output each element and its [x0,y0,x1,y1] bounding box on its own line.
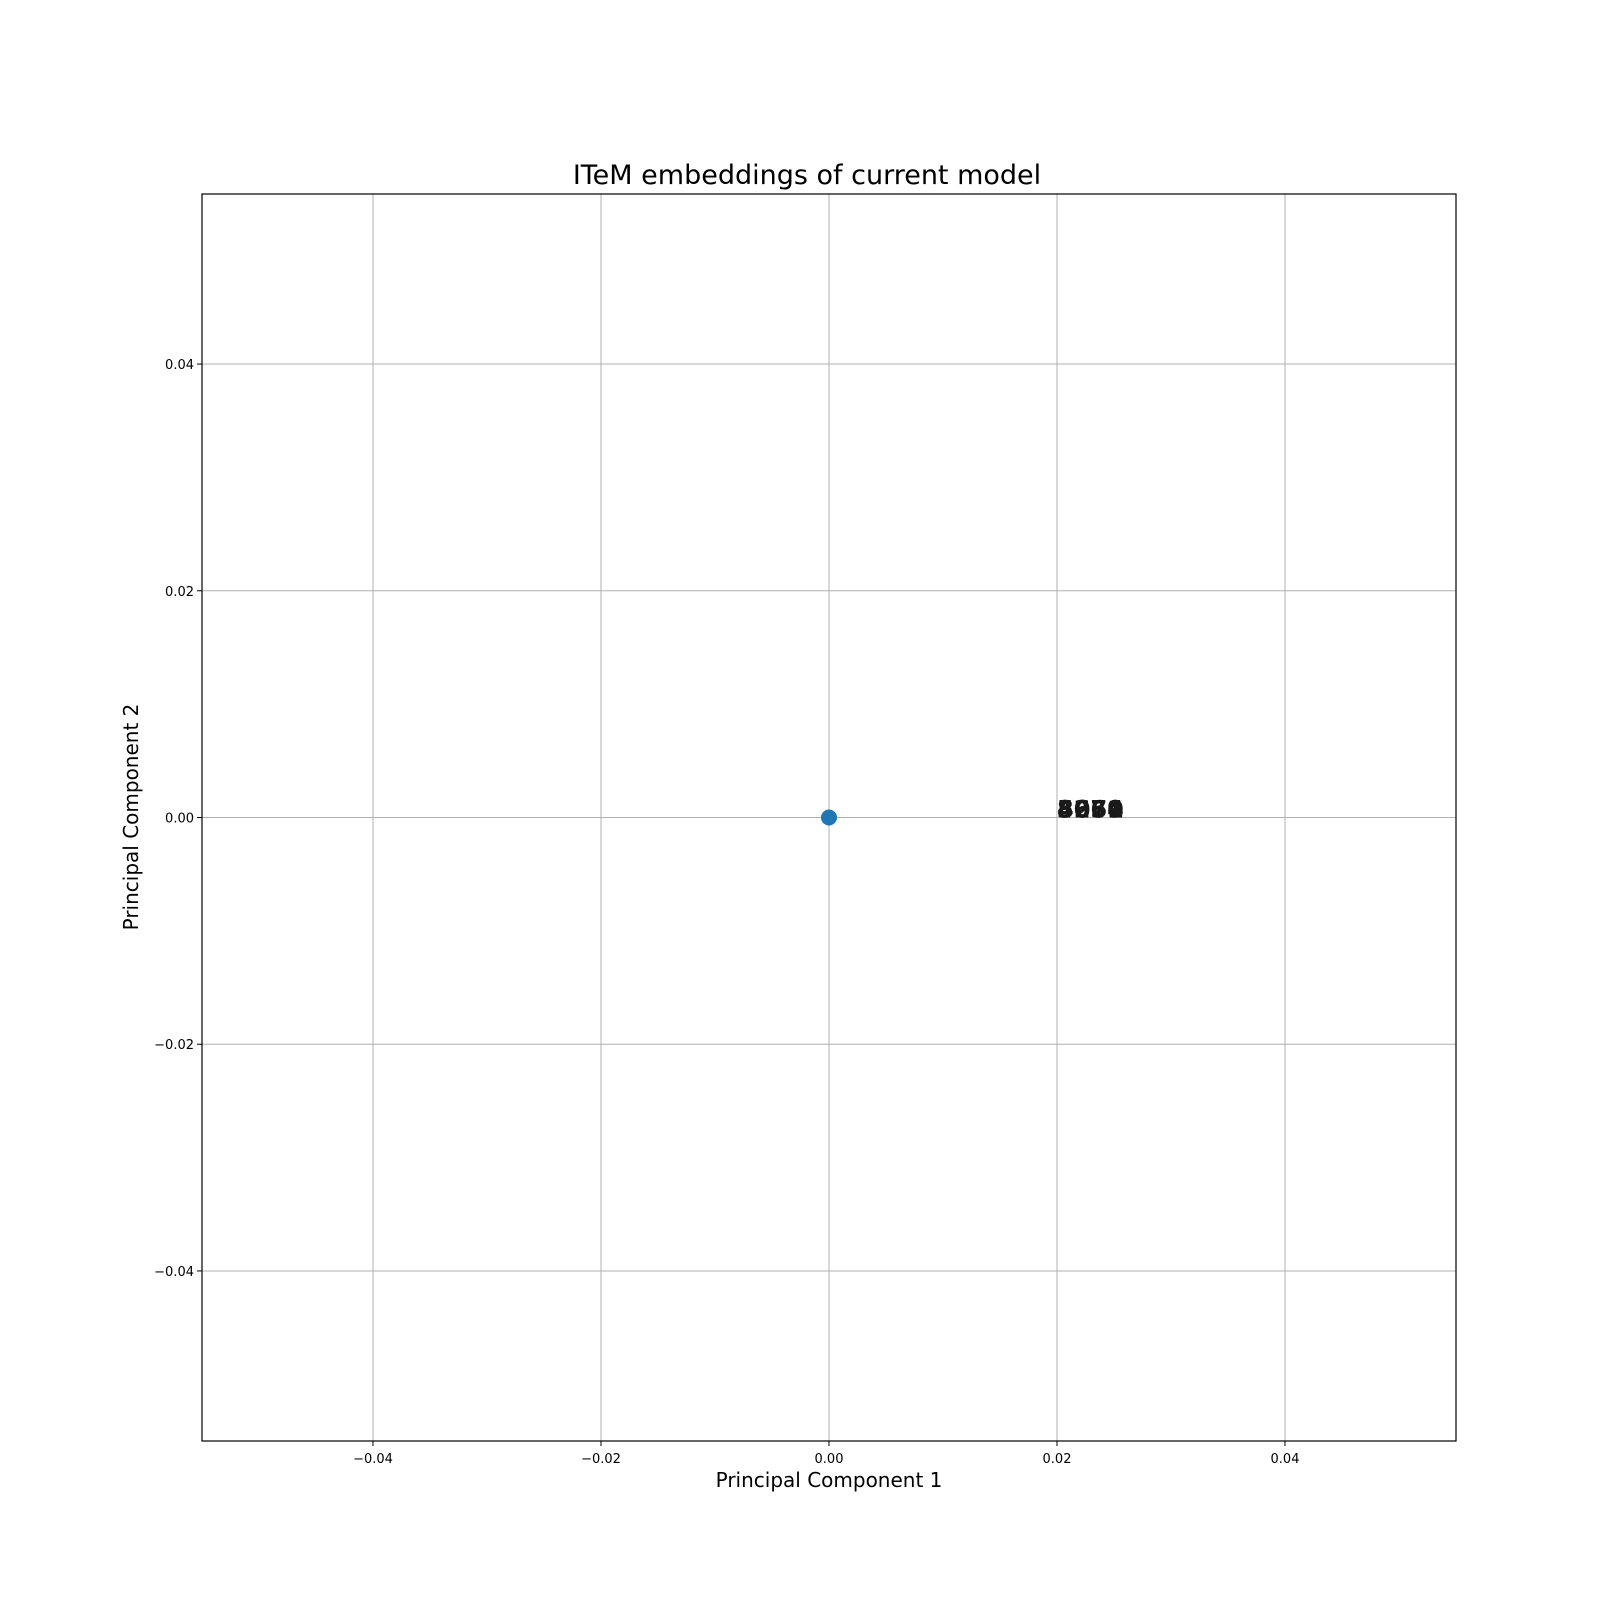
point-label: 8674 [1057,796,1124,824]
chart-title: ITeM embeddings of current model [573,160,1041,191]
x-axis-ticks: −0.04 −0.02 0.00 0.02 0.04 [353,1441,1299,1467]
grid-lines [202,194,1456,1441]
y-tick-label: 0.02 [165,585,194,600]
point-label: 5079 [1057,796,1124,824]
x-tick-label: 0.04 [1271,1452,1300,1467]
x-axis-label: Principal Component 1 [716,1468,943,1492]
point-label: 4061 [1057,796,1124,824]
x-tick-label: −0.02 [581,1452,621,1467]
scatter-points [821,809,837,826]
y-axis-label: Principal Component 2 [119,704,143,931]
point-label: 3250 [1057,796,1124,824]
y-tick-label: −0.04 [154,1265,194,1280]
y-axis-ticks: −0.04 −0.02 0.00 0.02 0.04 [154,358,202,1280]
x-tick-label: 0.02 [1043,1452,1072,1467]
y-tick-label: 0.00 [165,812,194,827]
scatter-point [821,809,837,826]
y-tick-label: −0.02 [154,1038,194,1053]
y-tick-label: 0.04 [165,358,194,373]
x-tick-label: −0.04 [353,1452,393,1467]
x-tick-label: 0.00 [815,1452,844,1467]
